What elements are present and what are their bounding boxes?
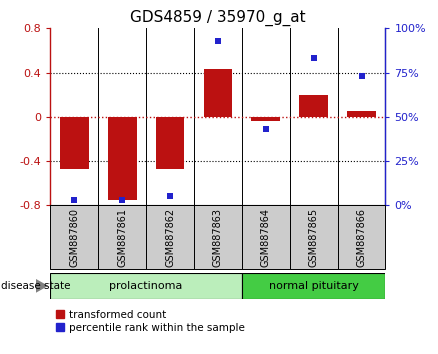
Bar [299,95,328,117]
Bar [146,205,194,269]
Bar [50,205,98,269]
Bar [251,117,280,121]
Text: GSM887863: GSM887863 [213,208,223,267]
Text: GSM887866: GSM887866 [357,208,367,267]
Text: normal pituitary: normal pituitary [268,281,359,291]
Text: prolactinoma: prolactinoma [110,281,183,291]
Text: disease state: disease state [1,281,71,291]
Text: GSM887860: GSM887860 [69,208,79,267]
Bar [242,273,385,299]
Bar [242,205,290,269]
Bar [204,69,232,117]
Bar [347,111,376,117]
Bar [194,205,242,269]
Text: GSM887861: GSM887861 [117,208,127,267]
Bar [155,117,184,169]
Bar [108,117,137,200]
Bar [50,273,242,299]
Text: GSM887865: GSM887865 [309,207,318,267]
Text: GSM887862: GSM887862 [165,207,175,267]
Bar [60,117,88,169]
Bar [338,205,385,269]
Title: GDS4859 / 35970_g_at: GDS4859 / 35970_g_at [130,9,306,25]
Bar [290,205,338,269]
Bar [98,205,146,269]
Text: GSM887864: GSM887864 [261,208,271,267]
Polygon shape [36,279,48,293]
Legend: transformed count, percentile rank within the sample: transformed count, percentile rank withi… [56,310,245,333]
